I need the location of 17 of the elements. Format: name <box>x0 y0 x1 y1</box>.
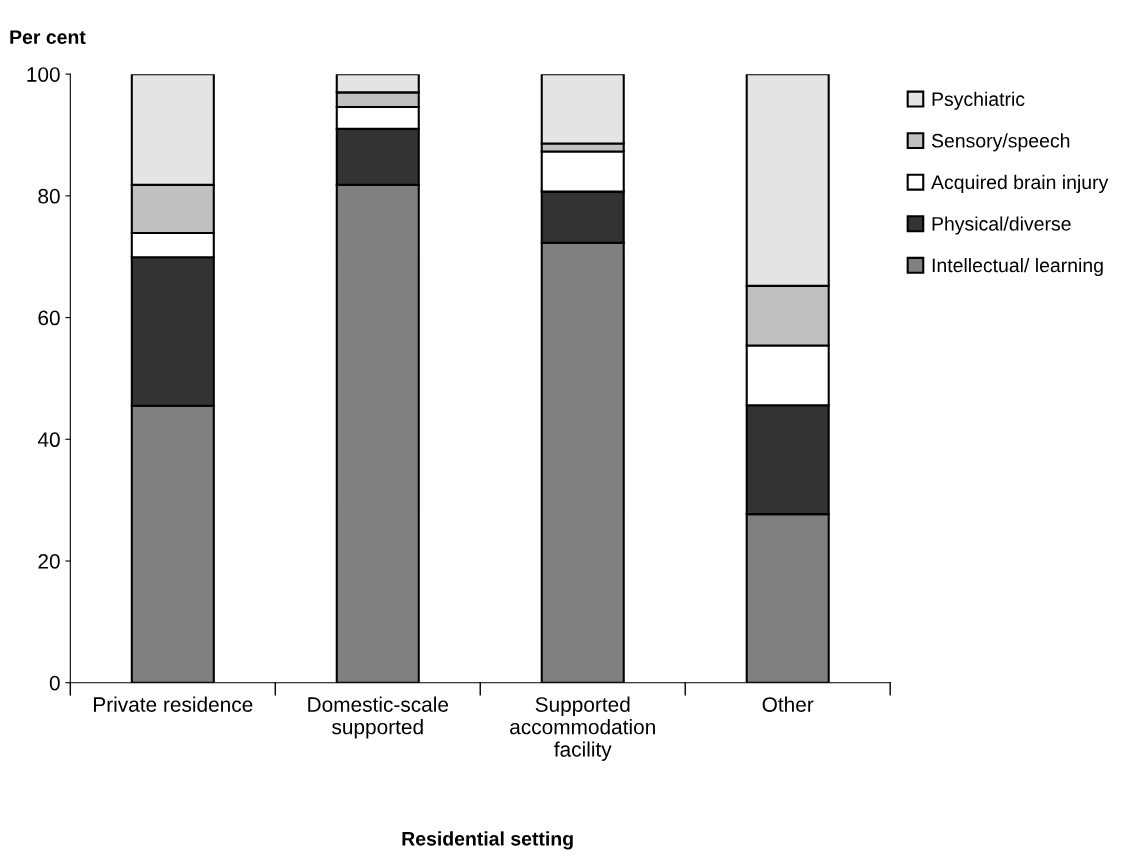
legend-label: Acquired brain injury <box>931 174 1109 193</box>
y-tick-label: 20 <box>38 553 60 569</box>
y-tick-label: 0 <box>49 675 60 691</box>
x-axis-title: Residential setting <box>402 831 573 850</box>
y-tick-label: 40 <box>37 432 60 448</box>
legend-label: Sensory/speech <box>931 133 1070 152</box>
legend-label: Psychiatric <box>932 91 1025 110</box>
x-tick-label: Other <box>762 696 814 712</box>
y-tick-label: 60 <box>38 310 60 326</box>
x-tick-label: Supported accommodation facility <box>510 696 655 761</box>
legend-label: Intellectual/ learning <box>932 257 1103 277</box>
y-tick-label: 100 <box>27 67 60 82</box>
x-tick-label: Private residence <box>94 696 253 712</box>
x-tick-label: Domestic-scale supported <box>308 696 449 739</box>
y-axis-title: Per cent <box>10 30 86 45</box>
legend-label: Physical/diverse <box>932 216 1071 235</box>
y-tick-label: 80 <box>38 188 60 204</box>
